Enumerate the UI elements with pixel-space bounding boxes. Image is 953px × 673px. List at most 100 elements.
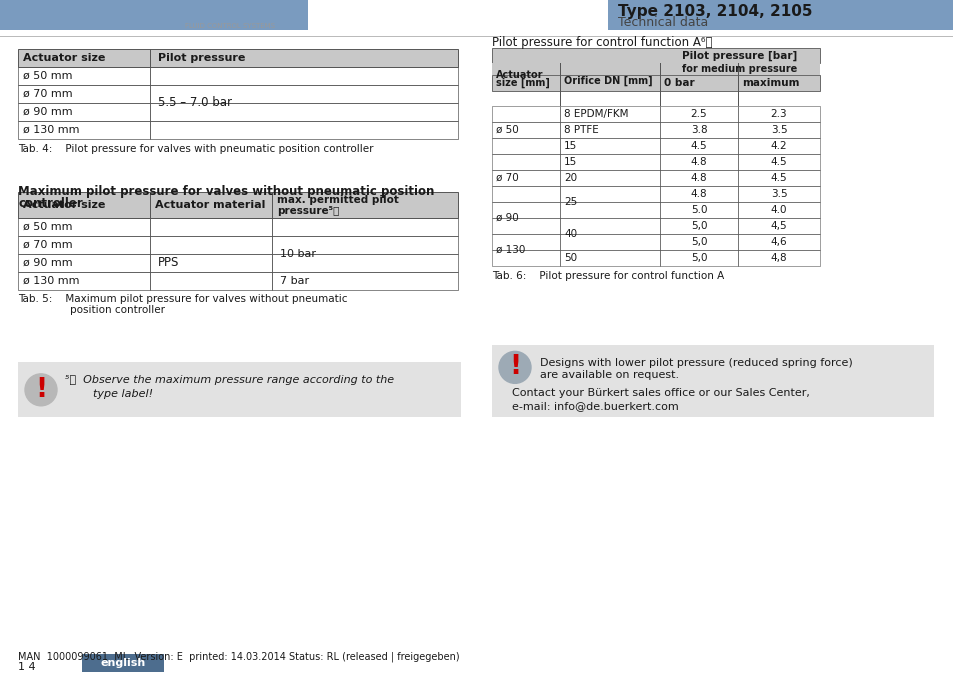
Bar — [659, 122, 738, 138]
Bar — [559, 63, 560, 106]
Bar — [738, 138, 820, 153]
Text: 4.8: 4.8 — [690, 173, 706, 182]
Bar — [659, 153, 738, 170]
Bar — [659, 202, 738, 217]
Text: 2.5: 2.5 — [690, 109, 706, 119]
Bar — [492, 106, 559, 122]
Bar — [205, 3, 226, 5]
Bar — [150, 192, 151, 217]
Text: ø 50 mm: ø 50 mm — [23, 221, 72, 232]
Bar — [150, 85, 457, 103]
Bar — [738, 234, 820, 250]
Bar — [18, 362, 460, 417]
Text: FLUID CONTROL SYSTEMS: FLUID CONTROL SYSTEMS — [185, 23, 274, 29]
Bar — [659, 63, 660, 106]
Text: Technical data: Technical data — [618, 16, 707, 30]
Text: Orifice DN [mm]: Orifice DN [mm] — [563, 76, 652, 86]
Text: for medium pressure: for medium pressure — [681, 64, 797, 74]
Text: 5.5 – 7.0 bar: 5.5 – 7.0 bar — [158, 96, 232, 109]
Bar — [559, 186, 659, 202]
Text: english: english — [100, 658, 146, 668]
Bar — [18, 49, 457, 67]
Bar — [188, 6, 226, 8]
Text: 0 bar: 0 bar — [663, 78, 694, 88]
Bar — [492, 138, 559, 153]
Text: Actuator size: Actuator size — [23, 200, 105, 210]
Text: 4.5: 4.5 — [770, 157, 786, 167]
Bar — [559, 106, 659, 122]
Text: ø 90 mm: ø 90 mm — [23, 258, 72, 268]
Bar — [738, 170, 820, 186]
Text: Tab. 4:    Pilot pressure for valves with pneumatic position controller: Tab. 4: Pilot pressure for valves with p… — [18, 144, 374, 153]
Bar — [738, 186, 820, 202]
Bar — [738, 153, 820, 170]
Text: 5,0: 5,0 — [690, 221, 706, 231]
Text: 25: 25 — [563, 197, 577, 207]
Text: are available on request.: are available on request. — [539, 370, 679, 380]
Bar — [738, 106, 820, 122]
Text: Actuator material: Actuator material — [154, 200, 265, 210]
Bar — [150, 103, 457, 120]
Text: 5,0: 5,0 — [690, 237, 706, 246]
Bar — [150, 271, 272, 289]
Text: Contact your Bürkert sales office or our Sales Center,: Contact your Bürkert sales office or our… — [512, 388, 809, 398]
Bar — [272, 192, 273, 217]
Text: 8 EPDM/FKM: 8 EPDM/FKM — [563, 109, 628, 119]
Bar — [0, 36, 953, 37]
Bar — [492, 186, 559, 202]
Text: 1 4: 1 4 — [18, 662, 35, 672]
Bar — [559, 122, 659, 138]
Text: 5.0: 5.0 — [690, 205, 706, 215]
Text: 4.5: 4.5 — [770, 173, 786, 182]
Bar — [492, 217, 559, 234]
Bar — [738, 217, 820, 234]
Bar — [18, 103, 150, 120]
Circle shape — [25, 374, 57, 406]
Bar — [82, 654, 164, 672]
Bar — [492, 250, 559, 266]
Text: ø 50: ø 50 — [496, 125, 518, 135]
Bar — [18, 85, 150, 103]
Text: ø 130: ø 130 — [496, 244, 525, 254]
Text: type label!: type label! — [65, 390, 153, 399]
Bar — [150, 67, 457, 85]
Text: 4.5: 4.5 — [690, 141, 706, 151]
Bar — [659, 170, 738, 186]
Text: 15: 15 — [563, 141, 577, 151]
Text: pressure⁵⧠: pressure⁵⧠ — [276, 206, 339, 215]
Bar — [188, 3, 201, 5]
Bar — [607, 0, 953, 30]
Text: ø 90: ø 90 — [496, 213, 518, 223]
Bar — [559, 202, 659, 217]
Text: 4.8: 4.8 — [690, 188, 706, 199]
Text: PPS: PPS — [158, 256, 179, 269]
Bar — [272, 236, 457, 254]
Text: MAN  1000099061  ML  Version: E  printed: 14.03.2014 Status: RL (released | frei: MAN 1000099061 ML Version: E printed: 14… — [18, 651, 459, 662]
Text: max. permitted pilot: max. permitted pilot — [276, 194, 398, 205]
Text: ø 70: ø 70 — [496, 173, 518, 182]
Text: 40: 40 — [563, 229, 577, 239]
Text: 4,5: 4,5 — [770, 221, 786, 231]
Text: 8 PTFE: 8 PTFE — [563, 125, 598, 135]
Text: ø 130 mm: ø 130 mm — [23, 275, 79, 285]
Bar — [492, 234, 559, 250]
Bar — [659, 106, 738, 122]
Bar — [738, 202, 820, 217]
Text: 4.2: 4.2 — [770, 141, 786, 151]
Text: 50: 50 — [563, 252, 577, 262]
Bar — [492, 122, 559, 138]
Bar — [559, 138, 659, 153]
Text: ø 50 mm: ø 50 mm — [23, 71, 72, 81]
Text: 10 bar: 10 bar — [280, 248, 315, 258]
Bar — [18, 236, 150, 254]
Text: 3.8: 3.8 — [690, 125, 706, 135]
Bar — [0, 0, 308, 30]
Text: 5,0: 5,0 — [690, 252, 706, 262]
Text: e-mail: info@de.buerkert.com: e-mail: info@de.buerkert.com — [512, 401, 678, 411]
Bar — [272, 217, 457, 236]
Text: Tab. 5:    Maximum pilot pressure for valves without pneumatic: Tab. 5: Maximum pilot pressure for valve… — [18, 295, 347, 304]
Text: 4.0: 4.0 — [770, 205, 786, 215]
Text: Pilot pressure [bar]: Pilot pressure [bar] — [681, 50, 797, 61]
Text: Actuator size: Actuator size — [23, 53, 105, 63]
Bar — [492, 153, 559, 170]
